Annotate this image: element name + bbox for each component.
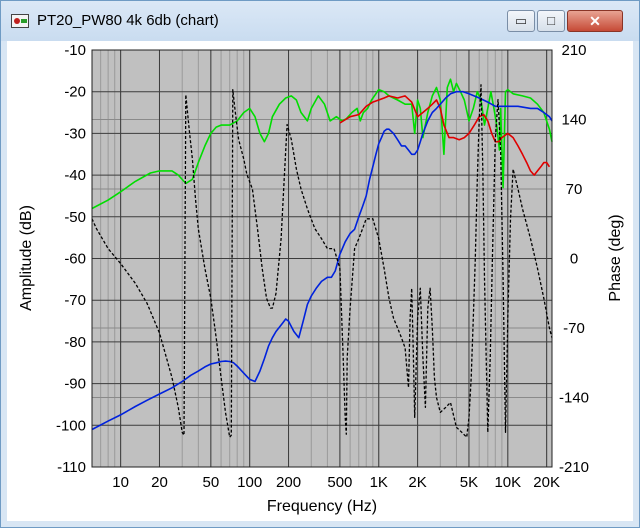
y-tick-label: -100 (56, 417, 86, 434)
y-tick-label: -70 (64, 292, 86, 309)
chart-app-icon[interactable] (11, 14, 29, 28)
y2-tick-label: 70 (566, 181, 583, 198)
amplitude-curve-red (339, 95, 551, 176)
x-tick-label: 50 (202, 474, 219, 491)
y2-tick-label: -140 (559, 390, 589, 407)
app-icon-bar (21, 19, 27, 23)
y2-tick-label: 210 (561, 42, 586, 59)
close-button[interactable]: ✕ (567, 10, 623, 32)
window-title: PT20_PW80 4k 6db (chart) (37, 12, 219, 29)
chart-area: 10 20 50 100 200 500 1K 2K 5K 10K 20K -10 -20 -30 -40 -… (7, 41, 633, 521)
close-icon: ✕ (589, 13, 601, 29)
x-tick-label: 5K (460, 474, 478, 491)
x-tick-label: 10K (494, 474, 521, 491)
y-tick-label: -60 (64, 251, 86, 268)
minimize-icon: ▭ (514, 13, 528, 28)
x-tick-label: 10 (112, 474, 129, 491)
y-tick-label: -40 (64, 167, 86, 184)
y-tick-label: -90 (64, 376, 86, 393)
y-tick-label: -50 (64, 209, 86, 226)
y2-tick-label: -210 (559, 459, 589, 476)
minimize-button[interactable]: ▭ (507, 10, 535, 32)
x-axis-label: Frequency (Hz) (267, 498, 377, 515)
y2-tick-label: 140 (561, 112, 586, 129)
y-tick-label: -30 (64, 125, 86, 142)
x-tick-label: 20 (151, 474, 168, 491)
x-tick-label: 1K (370, 474, 388, 491)
amplitude-curve-blue (91, 90, 553, 431)
x-tick-label: 200 (276, 474, 301, 491)
y-tick-label: -80 (64, 334, 86, 351)
maximize-icon: □ (547, 13, 555, 28)
maximize-button[interactable]: □ (537, 10, 565, 32)
app-icon-dot (14, 18, 20, 24)
y-axis-label: Amplitude (dB) (18, 205, 35, 311)
frequency-response-chart: 10 20 50 100 200 500 1K 2K 5K 10K 20K -10 -20 -30 -40 -… (18, 42, 624, 515)
y-tick-label: -20 (64, 84, 86, 101)
x-tick-label: 100 (237, 474, 262, 491)
title-bar[interactable]: PT20_PW80 4k 6db (chart) ▭ □ ✕ (1, 1, 639, 41)
amplitude-curve-green (91, 78, 553, 210)
phase-curve-black (91, 84, 553, 438)
x-tick-label: 2K (408, 474, 426, 491)
y-tick-label: -10 (64, 42, 86, 59)
x-tick-label: 20K (533, 474, 560, 491)
y2-tick-label: 0 (570, 251, 578, 268)
y2-axis-label: Phase (deg) (607, 214, 624, 301)
plot-frame (91, 49, 553, 468)
y-tick-label: -110 (57, 459, 86, 476)
y2-tick-label: -70 (563, 320, 585, 337)
x-tick-label: 500 (327, 474, 352, 491)
